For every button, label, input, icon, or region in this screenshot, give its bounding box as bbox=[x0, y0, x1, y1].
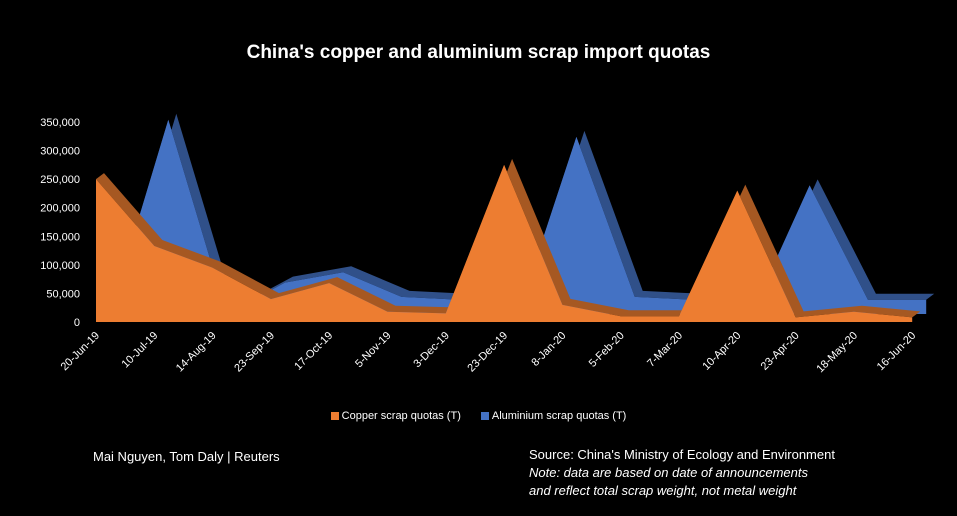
y-tick-label: 350,000 bbox=[40, 117, 80, 129]
y-tick-label: 100,000 bbox=[40, 260, 80, 272]
legend-label-aluminium: Aluminium scrap quotas (T) bbox=[491, 410, 627, 422]
legend-item-copper: Copper scrap quotas (T) bbox=[330, 410, 461, 422]
note-line-2: and reflect total scrap weight, not meta… bbox=[529, 483, 797, 498]
x-tick-label: 17-Oct-19 bbox=[292, 330, 335, 373]
y-tick-label: 50,000 bbox=[46, 288, 80, 300]
legend-swatch-copper bbox=[330, 412, 339, 420]
x-tick-label: 23-Apr-20 bbox=[759, 330, 802, 373]
area-chart: 0 50,000 100,000 150,000 200,000 250,000 300,0… bbox=[40, 113, 935, 376]
source-block: Source: China's Ministry of Ecology and … bbox=[529, 446, 835, 500]
credit-text: Mai Nguyen, Tom Daly | Reuters bbox=[93, 449, 280, 464]
legend-swatch-aluminium bbox=[480, 412, 489, 420]
x-tick-label: 16-Jun-20 bbox=[875, 330, 919, 374]
x-tick-label: 7-Mar-20 bbox=[645, 330, 685, 370]
x-tick-label: 3-Dec-19 bbox=[411, 330, 451, 370]
x-tick-label: 18-May-20 bbox=[814, 330, 860, 376]
y-tick-label: 150,000 bbox=[40, 231, 80, 243]
x-tick-label: 10-Jul-19 bbox=[120, 330, 161, 371]
y-tick-label: 200,000 bbox=[40, 203, 80, 215]
legend: Copper scrap quotas (T) Aluminium scrap … bbox=[0, 410, 957, 422]
x-tick-label: 23-Sep-19 bbox=[232, 330, 277, 375]
series-copper bbox=[96, 158, 921, 322]
x-tick-label: 10-Apr-20 bbox=[700, 330, 743, 373]
legend-item-aluminium: Aluminium scrap quotas (T) bbox=[480, 410, 627, 422]
note-line-1: Note: data are based on date of announce… bbox=[529, 465, 808, 480]
y-tick-label: 250,000 bbox=[40, 174, 80, 186]
x-tick-label: 20-Jun-19 bbox=[59, 330, 103, 374]
legend-label-copper: Copper scrap quotas (T) bbox=[341, 410, 461, 422]
chart-title: China's copper and aluminium scrap impor… bbox=[246, 42, 711, 63]
series-area bbox=[96, 164, 913, 322]
x-tick-label: 5-Feb-20 bbox=[587, 330, 627, 370]
x-tick-label: 5-Nov-19 bbox=[353, 330, 393, 370]
y-tick-label: 0 bbox=[74, 317, 80, 329]
x-tick-label: 23-Dec-19 bbox=[465, 330, 510, 375]
y-tick-label: 300,000 bbox=[40, 146, 80, 158]
x-tick-label: 14-Aug-19 bbox=[174, 330, 219, 375]
x-tick-label: 8-Jan-20 bbox=[529, 330, 568, 369]
source-text: Source: China's Ministry of Ecology and … bbox=[529, 447, 835, 462]
